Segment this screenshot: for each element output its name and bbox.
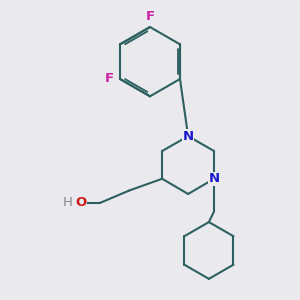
Text: F: F <box>105 73 114 85</box>
Text: F: F <box>146 10 154 22</box>
Text: N: N <box>182 130 194 142</box>
Text: N: N <box>208 172 220 185</box>
Text: H: H <box>63 196 73 209</box>
Text: O: O <box>76 196 87 209</box>
